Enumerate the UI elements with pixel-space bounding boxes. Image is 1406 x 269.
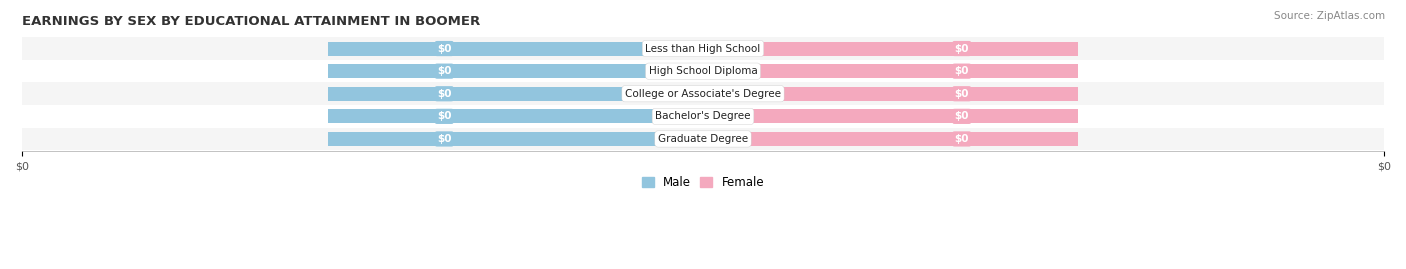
Text: $0: $0	[955, 134, 969, 144]
Text: $0: $0	[955, 66, 969, 76]
Text: $0: $0	[955, 89, 969, 99]
Text: EARNINGS BY SEX BY EDUCATIONAL ATTAINMENT IN BOOMER: EARNINGS BY SEX BY EDUCATIONAL ATTAINMEN…	[22, 15, 481, 28]
Text: High School Diploma: High School Diploma	[648, 66, 758, 76]
Bar	[703, 132, 1077, 146]
Bar	[329, 109, 703, 123]
Text: $0: $0	[437, 89, 451, 99]
Bar	[703, 87, 1077, 101]
Text: $0: $0	[437, 111, 451, 121]
Bar	[22, 128, 1384, 150]
Text: Source: ZipAtlas.com: Source: ZipAtlas.com	[1274, 11, 1385, 21]
Text: Graduate Degree: Graduate Degree	[658, 134, 748, 144]
Bar	[329, 132, 703, 146]
Bar	[329, 41, 703, 56]
Bar	[22, 60, 1384, 82]
Text: Bachelor's Degree: Bachelor's Degree	[655, 111, 751, 121]
Text: $0: $0	[437, 66, 451, 76]
Text: $0: $0	[437, 44, 451, 54]
Text: $0: $0	[955, 111, 969, 121]
Bar	[329, 64, 703, 78]
Text: $0: $0	[955, 44, 969, 54]
Bar	[22, 37, 1384, 60]
Text: Less than High School: Less than High School	[645, 44, 761, 54]
Bar	[329, 87, 703, 101]
Bar	[22, 105, 1384, 128]
Bar	[703, 109, 1077, 123]
Text: $0: $0	[437, 134, 451, 144]
Text: College or Associate's Degree: College or Associate's Degree	[626, 89, 780, 99]
Bar	[22, 82, 1384, 105]
Legend: Male, Female: Male, Female	[637, 171, 769, 194]
Bar	[703, 64, 1077, 78]
Bar	[703, 41, 1077, 56]
